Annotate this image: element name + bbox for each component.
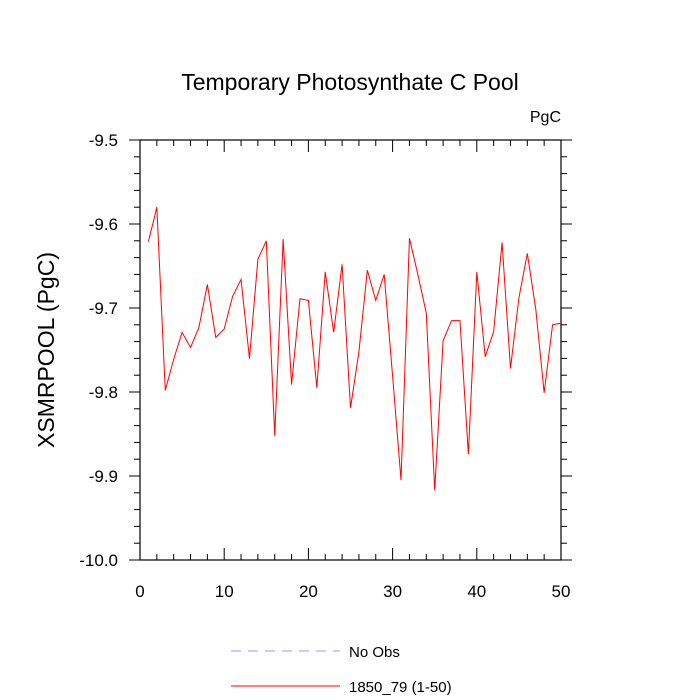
y-axis-label: XSMRPOOL (PgC) <box>33 252 59 448</box>
tick-labels: 0 10 20 30 40 50 -9.5 -9.6 -9.7 -9.8 -9.9 -10.0 <box>79 131 570 601</box>
x-tick-label: 20 <box>299 582 318 601</box>
y-tick-label: -9.5 <box>89 131 118 150</box>
series-line <box>147 207 562 491</box>
x-tick-label: 50 <box>552 582 571 601</box>
x-tick-label: 10 <box>215 582 234 601</box>
units-label: PgC <box>530 109 561 126</box>
legend-label: 1850_79 (1-50) <box>349 679 452 696</box>
axis-ticks <box>129 139 572 561</box>
y-tick-label: -9.7 <box>89 299 118 318</box>
y-tick-label: -9.8 <box>89 383 118 402</box>
y-tick-label: -9.6 <box>89 215 118 234</box>
y-tick-label: -10.0 <box>79 551 118 570</box>
chart-title: Temporary Photosynthate C Pool <box>181 69 519 95</box>
plot-frame <box>139 139 562 561</box>
legend: No Obs 1850_79 (1-50) <box>231 644 452 696</box>
y-tick-label: -9.9 <box>89 467 118 486</box>
legend-label: No Obs <box>349 644 400 661</box>
x-tick-label: 40 <box>467 582 486 601</box>
x-tick-label: 30 <box>383 582 402 601</box>
x-tick-label: 0 <box>135 582 144 601</box>
series-lines <box>147 207 562 491</box>
